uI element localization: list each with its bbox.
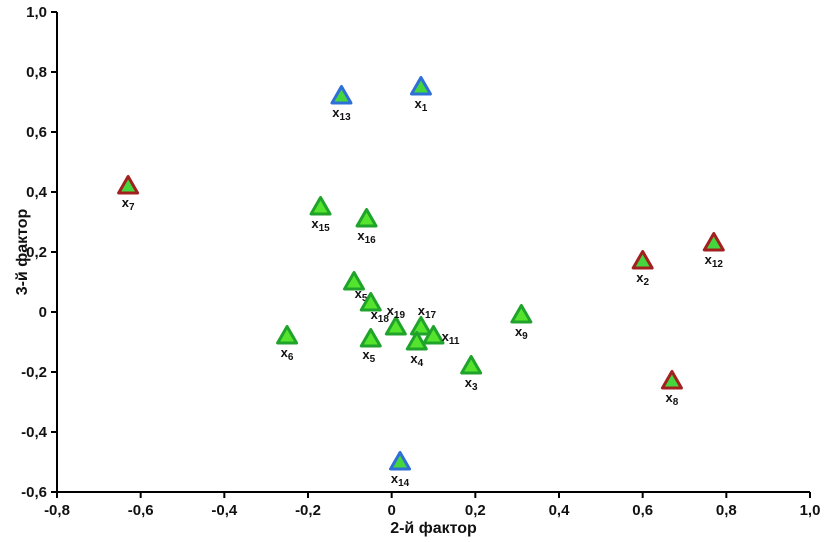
triangle-marker	[389, 451, 412, 471]
y-tick-label: 0,6	[26, 124, 47, 141]
y-tick-label: 0,8	[26, 64, 47, 81]
y-axis-title: 3-й фактор	[14, 208, 31, 296]
y-tick-label: -0,4	[21, 424, 48, 441]
point-label: x4	[410, 351, 423, 369]
point-label: x19	[387, 303, 406, 321]
data-point-x16: x16	[355, 208, 378, 246]
y-tick-label: -0,6	[21, 484, 47, 501]
triangle-marker	[631, 250, 654, 270]
triangle-marker	[355, 208, 378, 228]
x-tick-label: 0,2	[465, 502, 486, 519]
x-tick-label: -0,4	[211, 502, 238, 519]
data-point-x14: x14	[389, 451, 412, 489]
y-tick-label: 0,2	[26, 244, 47, 261]
data-point-x1: x1	[409, 76, 432, 114]
x-tick-label: 0,4	[549, 502, 571, 519]
triangle-marker	[359, 292, 382, 312]
data-point-x7: x7	[117, 175, 140, 213]
triangle-marker	[384, 316, 407, 336]
x-tick-label: -0,8	[44, 502, 70, 519]
data-point-x12: x12	[702, 232, 725, 270]
data-point-x19: x19	[384, 303, 407, 336]
y-tick-label: -0,2	[21, 364, 47, 381]
x-tick-label: 0,6	[632, 502, 653, 519]
triangle-marker	[702, 232, 725, 252]
point-label: x14	[391, 471, 410, 489]
triangle-marker	[460, 355, 483, 375]
point-label: x7	[122, 195, 135, 213]
triangle-marker	[422, 325, 445, 345]
triangle-marker	[405, 331, 428, 351]
point-label: x5	[362, 347, 375, 365]
point-label: x3	[465, 375, 478, 393]
point-label: x8	[666, 390, 679, 408]
point-label: x6	[281, 345, 294, 363]
x-tick-label: 0	[387, 502, 395, 519]
data-point-x8: x8	[660, 370, 683, 408]
triangle-marker	[309, 196, 332, 216]
triangle-marker	[510, 304, 533, 324]
point-label: x15	[311, 216, 330, 234]
point-label: x2	[636, 270, 649, 288]
data-point-x5: x5	[359, 328, 382, 365]
x-tick-label: -0,6	[128, 502, 154, 519]
triangle-marker	[359, 328, 382, 348]
x-tick-label: 1,0	[800, 502, 821, 519]
triangle-marker	[276, 325, 299, 345]
data-point-x15: x15	[309, 196, 332, 234]
data-point-x5: x5	[343, 271, 368, 304]
y-tick-label: 0,4	[26, 184, 48, 201]
data-point-x9: x9	[510, 304, 533, 342]
data-point-x2: x2	[631, 250, 654, 288]
point-label: x9	[515, 324, 528, 342]
triangle-marker	[409, 76, 432, 96]
x-axis-title: 2-й фактор	[390, 520, 477, 537]
triangle-marker	[343, 271, 366, 291]
x-tick-label: 0,8	[716, 502, 737, 519]
y-tick-label: 0	[39, 304, 47, 321]
data-point-x13: x13	[330, 85, 353, 123]
point-label: x13	[332, 105, 351, 123]
triangle-marker	[409, 316, 432, 336]
triangle-marker	[117, 175, 140, 195]
x-tick-label: -0,2	[295, 502, 321, 519]
data-point-x4: x4	[405, 331, 428, 369]
data-point-x6: x6	[276, 325, 299, 363]
point-label: x12	[705, 252, 724, 270]
data-point-x3: x3	[460, 355, 483, 393]
point-label: x16	[357, 228, 376, 246]
triangle-marker	[330, 85, 353, 105]
triangle-marker	[660, 370, 683, 390]
point-label: x1	[415, 96, 428, 114]
y-tick-label: 1,0	[26, 4, 47, 21]
point-label: x11	[442, 329, 460, 347]
